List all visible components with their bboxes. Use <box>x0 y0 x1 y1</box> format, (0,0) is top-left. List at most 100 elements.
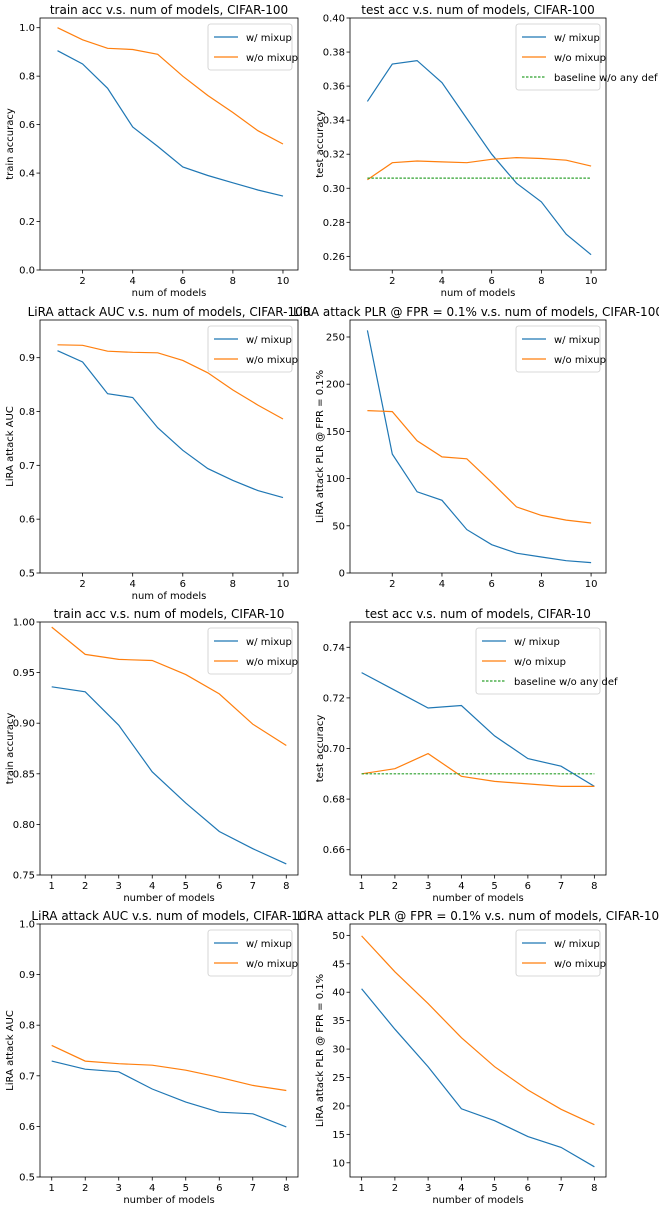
axes-frame <box>39 319 299 574</box>
y-tick-label: 15 <box>332 1130 345 1141</box>
y-tick-label: 30 <box>332 1045 345 1056</box>
chart-title: LiRA attack PLR @ FPR = 0.1% v.s. num of… <box>293 305 659 319</box>
x-tick-label: 1 <box>358 1183 364 1194</box>
y-tick-label: 0.6 <box>19 515 35 526</box>
x-tick-label: 4 <box>129 276 135 287</box>
legend-label: baseline w/o any def <box>554 73 658 84</box>
y-tick-label: 150 <box>326 427 345 438</box>
legend-box <box>207 929 293 977</box>
y-tick-label: 0.80 <box>13 820 35 831</box>
x-tick-label: 10 <box>277 276 290 287</box>
legend-label: baseline w/o any def <box>514 677 618 688</box>
legend-label: w/o mixup <box>554 355 606 366</box>
x-axis-label: number of models <box>432 893 523 904</box>
series-line-2 <box>367 410 592 524</box>
y-tick-label: 0.38 <box>323 48 345 59</box>
legend: w/ mixup w/o mixup baseline w/o any def <box>475 627 618 695</box>
y-tick-label: 0.2 <box>19 217 35 228</box>
x-tick-label: 5 <box>491 1183 497 1194</box>
y-tick-label: 200 <box>326 380 345 391</box>
x-tick-label: 6 <box>488 579 494 590</box>
x-tick-label: 3 <box>425 1183 431 1194</box>
y-tick-label: 35 <box>332 1016 345 1027</box>
y-tick-label: 0.8 <box>19 407 35 418</box>
x-tick-label: 8 <box>591 881 597 892</box>
y-tick-label: 40 <box>332 988 345 999</box>
x-tick-label: 2 <box>82 881 88 892</box>
x-tick-label: 1 <box>49 1183 55 1194</box>
axes-frame <box>39 923 299 1178</box>
legend-label: w/ mixup <box>554 939 600 950</box>
legend-box <box>515 23 601 91</box>
y-tick-label: 0.0 <box>19 266 35 277</box>
y-tick-label: 0.95 <box>13 668 35 679</box>
x-tick-label: 8 <box>283 881 289 892</box>
chart-title: train acc v.s. num of models, CIFAR-100 <box>50 3 288 17</box>
axes-frame <box>39 621 299 876</box>
x-tick-label: 10 <box>585 276 598 287</box>
chart-title: test acc v.s. num of models, CIFAR-10 <box>365 607 591 621</box>
x-tick-label: 2 <box>79 579 85 590</box>
axes-frame <box>349 17 607 271</box>
x-tick-label: 8 <box>283 1183 289 1194</box>
y-tick-label: 0.85 <box>13 769 35 780</box>
legend-label: w/ mixup <box>246 33 292 44</box>
chart-panel-4: LiRA attack PLR @ FPR = 0.1% v.s. num of… <box>293 305 659 590</box>
y-tick-label: 0.9 <box>19 970 35 981</box>
legend-label: w/o mixup <box>246 355 298 366</box>
x-tick-label: 4 <box>439 276 445 287</box>
legend-label: w/ mixup <box>246 939 292 950</box>
legend-label: w/ mixup <box>514 637 560 648</box>
chart-title: test acc v.s. num of models, CIFAR-100 <box>361 3 594 17</box>
legend: w/ mixup w/o mixup baseline w/o any def <box>515 23 658 91</box>
y-tick-label: 0.68 <box>323 795 345 806</box>
legend-label: w/o mixup <box>246 657 298 668</box>
y-axis-label: test accuracy <box>315 715 326 783</box>
legend-label: w/ mixup <box>246 637 292 648</box>
x-tick-label: 4 <box>129 579 135 590</box>
y-axis-label: LiRA attack PLR @ FPR = 0.1% <box>315 370 326 523</box>
x-tick-label: 5 <box>491 881 497 892</box>
legend-label: w/o mixup <box>514 657 566 668</box>
y-tick-label: 0.28 <box>323 218 345 229</box>
x-tick-label: 10 <box>277 579 290 590</box>
x-tick-label: 3 <box>116 1183 122 1194</box>
y-tick-label: 250 <box>326 332 345 343</box>
x-tick-label: 8 <box>230 276 236 287</box>
y-tick-label: 0.30 <box>323 184 345 195</box>
y-tick-label: 100 <box>326 474 345 485</box>
y-tick-label: 0.6 <box>19 1122 35 1133</box>
legend-label: w/ mixup <box>554 335 600 346</box>
chart-title: train acc v.s. num of models, CIFAR-10 <box>54 607 285 621</box>
y-tick-label: 0.8 <box>19 72 35 83</box>
y-tick-label: 0.66 <box>323 845 345 856</box>
y-tick-label: 20 <box>332 1101 345 1112</box>
series-line-1 <box>366 59 592 256</box>
legend-box <box>515 929 601 977</box>
legend-box <box>207 627 293 675</box>
x-tick-label: 4 <box>458 1183 464 1194</box>
chart-panel-8: LiRA attack PLR @ FPR = 0.1% v.s. num of… <box>297 909 659 1206</box>
y-tick-label: 45 <box>332 959 345 970</box>
chart-title: LiRA attack AUC v.s. num of models, CIFA… <box>31 909 306 923</box>
y-tick-label: 0.90 <box>13 719 35 730</box>
y-axis-label: train accuracy <box>5 713 16 785</box>
chart-panel-3: LiRA attack AUC v.s. num of models, CIFA… <box>5 305 310 602</box>
legend-box <box>475 627 601 695</box>
y-tick-label: 0.74 <box>323 643 345 654</box>
x-tick-label: 4 <box>149 881 155 892</box>
y-tick-label: 0.5 <box>19 569 35 580</box>
x-axis-label: num of models <box>132 288 207 299</box>
y-axis-label: LiRA attack AUC <box>5 406 16 487</box>
x-tick-label: 6 <box>525 1183 531 1194</box>
x-tick-label: 1 <box>49 881 55 892</box>
legend: w/ mixup w/o mixup <box>207 627 298 675</box>
x-tick-label: 2 <box>392 1183 398 1194</box>
series-line-2 <box>367 156 592 181</box>
series-line-1 <box>366 330 592 564</box>
legend: w/ mixup w/o mixup <box>515 929 606 977</box>
x-tick-label: 8 <box>230 579 236 590</box>
y-tick-label: 0.9 <box>19 353 35 364</box>
series-line-2 <box>51 1044 287 1092</box>
